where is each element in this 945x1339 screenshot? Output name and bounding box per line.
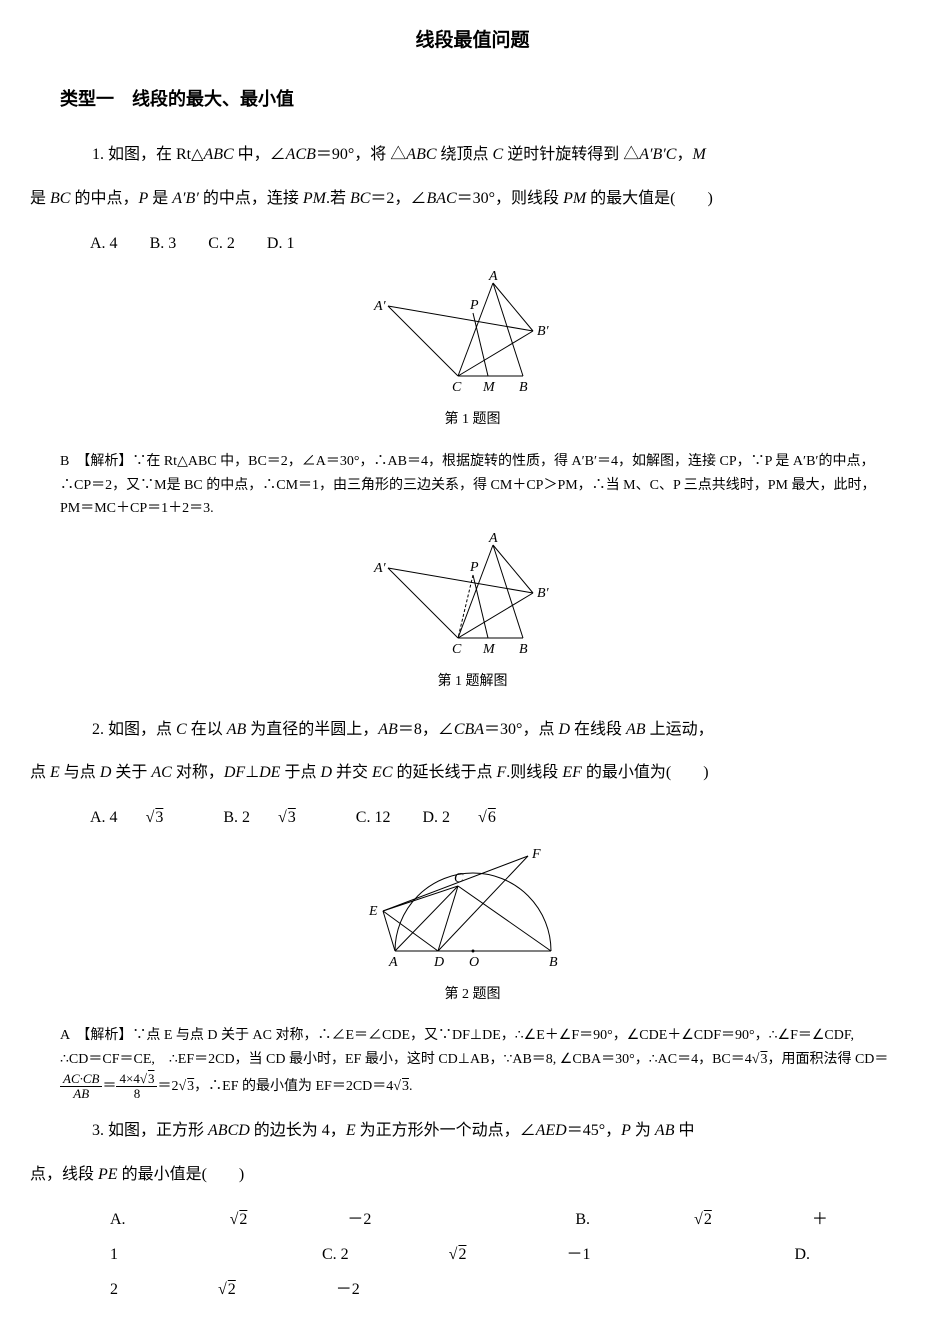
q1-answer: B — [60, 454, 83, 469]
svg-text:A′: A′ — [373, 561, 387, 576]
q2-figure-svg: E C F A D O B — [363, 846, 583, 976]
q1-stem: 1. 如图，在 Rt△ABC 中，∠ACB＝90°，将 △ABC 绕顶点 C 逆… — [60, 137, 915, 172]
q1-figure-caption: 第 1 题图 — [30, 405, 915, 436]
q3-stem: 3. 如图，正方形 ABCD 的边长为 4，E 为正方形外一个动点，∠AED＝4… — [60, 1113, 915, 1148]
q1-analysis-label: 【解析】 — [83, 454, 132, 469]
svg-text:A′: A′ — [373, 299, 387, 314]
svg-text:A: A — [488, 271, 498, 284]
q2-optB: B. 2√3 — [223, 809, 323, 826]
fraction-2: 4×4√38 — [116, 1072, 157, 1102]
svg-text:C: C — [452, 642, 462, 657]
q3-stem-cont: 点，线段 PE 的最小值是( ) — [30, 1157, 915, 1192]
q1-analysis: B 【解析】∵在 Rt△ABC 中，BC＝2，∠A＝30°，∴AB＝4，根据旋转… — [60, 450, 895, 521]
q1-optA: A. 4 — [90, 235, 118, 252]
svg-text:M: M — [482, 380, 496, 395]
q3-optA: A. √2－2 — [110, 1211, 471, 1228]
q3-options: A. √2－2 B. √2＋1 C. 2√2－1 D. 2√2－2 — [110, 1202, 915, 1308]
q2-answer: A — [60, 1028, 83, 1043]
svg-text:B: B — [519, 642, 528, 657]
svg-text:A: A — [488, 533, 498, 546]
svg-text:P: P — [469, 298, 479, 313]
q1-optC: C. 2 — [208, 235, 235, 252]
svg-text:B: B — [549, 955, 558, 970]
q1-optD: D. 1 — [267, 235, 295, 252]
svg-text:E: E — [368, 904, 378, 919]
q1-optB: B. 3 — [150, 235, 177, 252]
fraction-1: AC·CBAB — [60, 1072, 102, 1102]
svg-text:B′: B′ — [537, 586, 550, 601]
q1-solution-figure-svg: A′ A P B′ C M B — [373, 533, 573, 663]
q2-optD: D. 2√6 — [422, 809, 523, 826]
q1-solution-figure-caption: 第 1 题解图 — [30, 667, 915, 698]
page-title: 线段最值问题 — [30, 20, 915, 62]
q2-optC: C. 12 — [356, 809, 391, 826]
q2-options: A. 4√3 B. 2√3 C. 12 D. 2√6 — [90, 800, 915, 835]
svg-text:A: A — [388, 955, 398, 970]
svg-text:B: B — [519, 380, 528, 395]
svg-text:C: C — [452, 380, 462, 395]
q2-stem: 2. 如图，点 C 在以 AB 为直径的半圆上，AB＝8，∠CBA＝30°，点 … — [60, 712, 915, 747]
svg-text:B′: B′ — [537, 324, 550, 339]
svg-text:D: D — [433, 955, 444, 970]
svg-text:M: M — [482, 642, 496, 657]
q3-optC: C. 2√2－1 — [322, 1246, 690, 1263]
q2-figure-caption: 第 2 题图 — [30, 980, 915, 1011]
q2-number: 2. — [92, 721, 104, 738]
svg-text:P: P — [469, 560, 479, 575]
q1-solution-figure: A′ A P B′ C M B — [30, 533, 915, 663]
q2-optA: A. 4√3 — [90, 809, 191, 826]
section-heading-1: 类型一 线段的最大、最小值 — [60, 80, 915, 120]
q1-figure: A′ A P B′ C M B — [30, 271, 915, 401]
q1-figure-svg: A′ A P B′ C M B — [373, 271, 573, 401]
q2-stem-cont: 点 E 与点 D 关于 AC 对称，DF⊥DE 于点 D 并交 EC 的延长线于… — [30, 755, 915, 790]
svg-text:F: F — [531, 847, 541, 862]
q1-number: 1. — [92, 146, 104, 163]
q1-analysis-body: ∵在 Rt△ABC 中，BC＝2，∠A＝30°，∴AB＝4，根据旋转的性质，得 … — [60, 454, 875, 517]
q3-number: 3. — [92, 1122, 104, 1139]
q1-options: A. 4 B. 3 C. 2 D. 1 — [90, 226, 915, 261]
svg-text:O: O — [469, 955, 479, 970]
q2-analysis-label: 【解析】 — [83, 1028, 132, 1043]
q2-figure: E C F A D O B — [30, 846, 915, 976]
svg-text:C: C — [454, 871, 464, 886]
q1-stem-cont: 是 BC 的中点，P 是 A′B′ 的中点，连接 PM.若 BC＝2，∠BAC＝… — [30, 181, 915, 216]
q2-analysis: A 【解析】∵点 E 与点 D 关于 AC 对称，∴∠E＝∠CDE，又∵DF⊥D… — [60, 1024, 895, 1101]
